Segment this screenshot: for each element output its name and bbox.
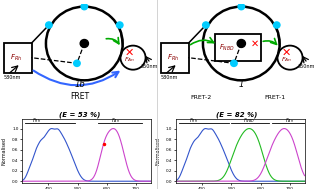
Circle shape xyxy=(231,60,237,67)
Text: ✕: ✕ xyxy=(125,48,134,58)
Text: 1: 1 xyxy=(239,80,244,89)
Circle shape xyxy=(46,22,52,28)
Circle shape xyxy=(81,4,88,10)
Text: $F_{Rh}$: $F_{Rh}$ xyxy=(10,53,22,63)
Circle shape xyxy=(237,40,246,47)
Circle shape xyxy=(238,4,245,10)
FancyBboxPatch shape xyxy=(4,43,32,73)
FancyBboxPatch shape xyxy=(215,34,261,61)
Text: 350nm: 350nm xyxy=(140,64,158,69)
Circle shape xyxy=(74,60,80,67)
Text: $F_{Rh}$: $F_{Rh}$ xyxy=(167,53,179,63)
Y-axis label: Normalised: Normalised xyxy=(2,137,7,165)
Text: 580nm: 580nm xyxy=(160,75,177,80)
Circle shape xyxy=(203,22,209,28)
Text: ✕: ✕ xyxy=(251,39,259,48)
Circle shape xyxy=(80,40,89,47)
Text: 1b: 1b xyxy=(74,80,85,89)
Text: FRET-1: FRET-1 xyxy=(265,95,286,100)
Text: FRET: FRET xyxy=(70,92,89,101)
Text: 580nm: 580nm xyxy=(3,75,20,80)
Text: FRET-2: FRET-2 xyxy=(191,95,212,100)
Text: $F_{An}$: $F_{An}$ xyxy=(111,116,120,125)
Text: $F_{An}$: $F_{An}$ xyxy=(285,116,295,125)
Text: $F_{An}$: $F_{An}$ xyxy=(124,55,135,64)
Text: $F_{NBD}$: $F_{NBD}$ xyxy=(243,116,255,125)
Text: $F_{An}$: $F_{An}$ xyxy=(281,55,292,64)
FancyBboxPatch shape xyxy=(161,43,189,73)
Text: $F_{Rh}$: $F_{Rh}$ xyxy=(189,116,198,125)
Text: (E = 53 %): (E = 53 %) xyxy=(59,111,101,118)
Text: $F_{Rh}$: $F_{Rh}$ xyxy=(32,116,41,125)
Text: (E = 82 %): (E = 82 %) xyxy=(216,111,258,118)
Text: ✕: ✕ xyxy=(282,48,291,58)
Text: $F_{NBD}$: $F_{NBD}$ xyxy=(219,43,235,53)
Circle shape xyxy=(116,22,123,28)
Circle shape xyxy=(273,22,280,28)
Y-axis label: Normalised: Normalised xyxy=(155,137,160,165)
Text: 350nm: 350nm xyxy=(297,64,314,69)
